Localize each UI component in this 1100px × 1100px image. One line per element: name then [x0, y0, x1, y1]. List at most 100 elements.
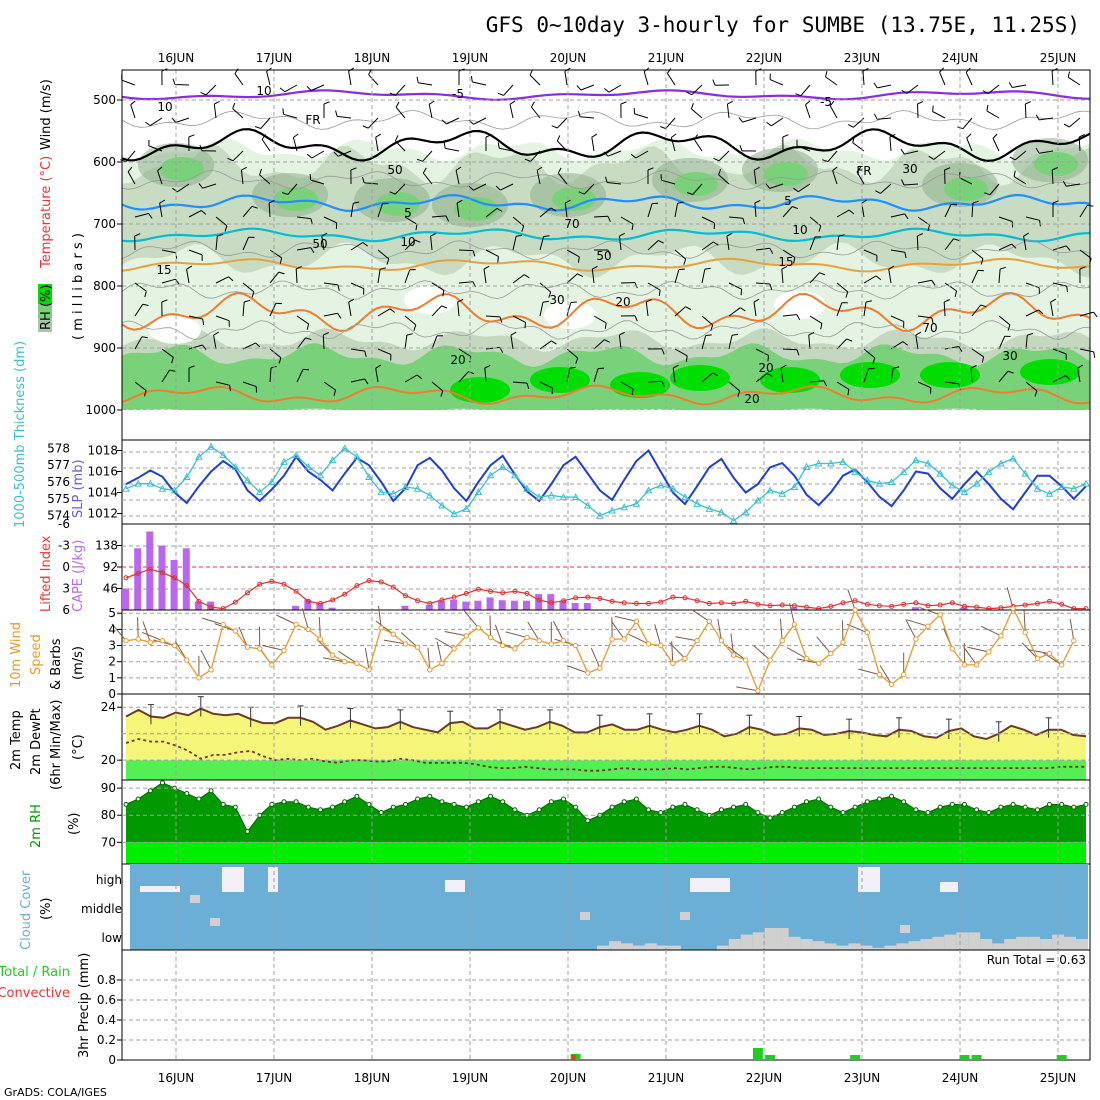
cape-bar: [583, 603, 591, 610]
date-label: 20JUN: [550, 1071, 587, 1085]
wind-barb: [232, 150, 244, 162]
wind-barb-flag: [677, 201, 684, 204]
cape-bar: [462, 601, 470, 610]
wind-barb: [726, 104, 730, 119]
wind10m-marker: [451, 646, 457, 652]
wind-barb: [647, 240, 659, 251]
low-cloud-bar: [597, 945, 609, 950]
wind-barb-flag: [889, 133, 896, 138]
wind-barb-flag: [865, 300, 873, 303]
wind10m-marker: [913, 636, 919, 642]
y-tick-label: 700: [93, 217, 116, 231]
wind-barb: [150, 117, 163, 127]
date-label: 21JUN: [648, 51, 685, 65]
wind-barb-flag: [496, 207, 503, 212]
wind10m-barb: [906, 619, 929, 627]
high-cloud-bar: [858, 867, 880, 892]
wind10m-barb: [552, 620, 564, 641]
cloud-level-label: high: [96, 873, 122, 887]
li-marker: [147, 566, 153, 572]
wind-barb-flag: [951, 203, 958, 206]
rh-blob-green: [764, 162, 808, 186]
run-total: Run Total = 0.63: [987, 953, 1086, 967]
wind-barb-flag: [604, 322, 607, 329]
wind-barb: [242, 301, 245, 317]
wind-barb: [269, 271, 280, 284]
wind10m-marker: [329, 652, 336, 658]
wind-barb-flag: [661, 348, 665, 355]
li-marker: [633, 601, 639, 606]
wind-barb: [556, 140, 568, 152]
low-cloud-bar: [992, 943, 1005, 950]
wind-barb-flag: [261, 134, 266, 140]
thickness-marker: [523, 484, 531, 492]
wind-barb: [310, 84, 325, 91]
wind-barb-flag: [470, 76, 473, 83]
wind-barb: [780, 368, 784, 383]
thickness-marker: [255, 488, 264, 496]
low-cloud-bar: [752, 932, 765, 950]
wind-barb-flag: [767, 355, 769, 362]
wind-barb: [877, 117, 892, 120]
wind-barb-flag: [740, 307, 746, 312]
wind-barb-flag: [443, 142, 446, 149]
wind-barb: [337, 115, 352, 119]
wind-barb: [836, 338, 848, 350]
wind-barb: [888, 269, 892, 284]
low-cloud-bar: [621, 943, 633, 950]
cape-bar: [194, 601, 202, 610]
rh-marker: [682, 801, 688, 807]
rh-marker: [767, 815, 773, 821]
wind-barb-flag: [551, 125, 558, 129]
thickness-marker: [122, 484, 130, 492]
wind-barb: [134, 282, 147, 292]
wind-barb-flag: [578, 191, 585, 195]
wind10m-barb: [905, 619, 917, 640]
thickness-marker: [243, 476, 252, 484]
li-marker: [561, 598, 566, 604]
wind-barb-flag: [742, 218, 746, 225]
wind-barb: [728, 307, 741, 317]
slp-tick: 1012: [87, 507, 118, 521]
wind10m-barb: [730, 633, 735, 656]
contour-5: [121, 193, 1091, 213]
wind-barb-flag: [234, 68, 239, 74]
contour-label: 10: [400, 235, 415, 249]
wind-barb: [539, 340, 552, 350]
wind-barb: [1068, 76, 1081, 86]
rh-marker: [876, 796, 882, 802]
slp-thickness-lines: [122, 442, 1090, 524]
wind-barb-flag: [227, 157, 234, 162]
cape-bar: [158, 545, 166, 610]
wind-barb: [962, 117, 973, 130]
wind10m-barb: [614, 615, 637, 622]
rh-marker: [670, 804, 676, 810]
wind-barb-flag: [1079, 266, 1086, 270]
wind-barb: [966, 137, 973, 152]
wind-barb: [348, 302, 352, 317]
contour-label: -5: [452, 87, 464, 101]
wind-barb-flag: [161, 299, 168, 303]
wind-barb: [292, 137, 298, 152]
wind-barb: [782, 249, 796, 258]
wind-barb: [836, 302, 843, 317]
li-marker: [427, 601, 433, 606]
wind-barb: [917, 315, 932, 319]
wind-barb-flag: [634, 282, 638, 289]
precip-tick: 0.8: [97, 973, 116, 987]
ylabel-cloud-cover: Cloud Cover: [19, 870, 34, 950]
wind-barb: [485, 346, 500, 350]
low-cloud-bar: [728, 939, 741, 950]
wind-barb-flag: [1067, 71, 1070, 78]
wind-barb: [1024, 103, 1027, 119]
wind-barb-flag: [521, 225, 525, 232]
wind-barb: [458, 281, 473, 284]
wind-barb-flag: [497, 256, 499, 263]
thickness-marker: [960, 488, 969, 496]
wind-barb: [566, 368, 571, 383]
wind-barb: [296, 337, 306, 350]
li-marker: [1022, 602, 1028, 608]
wind-barb: [404, 315, 417, 326]
wind-barb: [661, 179, 676, 185]
footer-credit: GrADS: COLA/IGES: [4, 1086, 107, 1099]
